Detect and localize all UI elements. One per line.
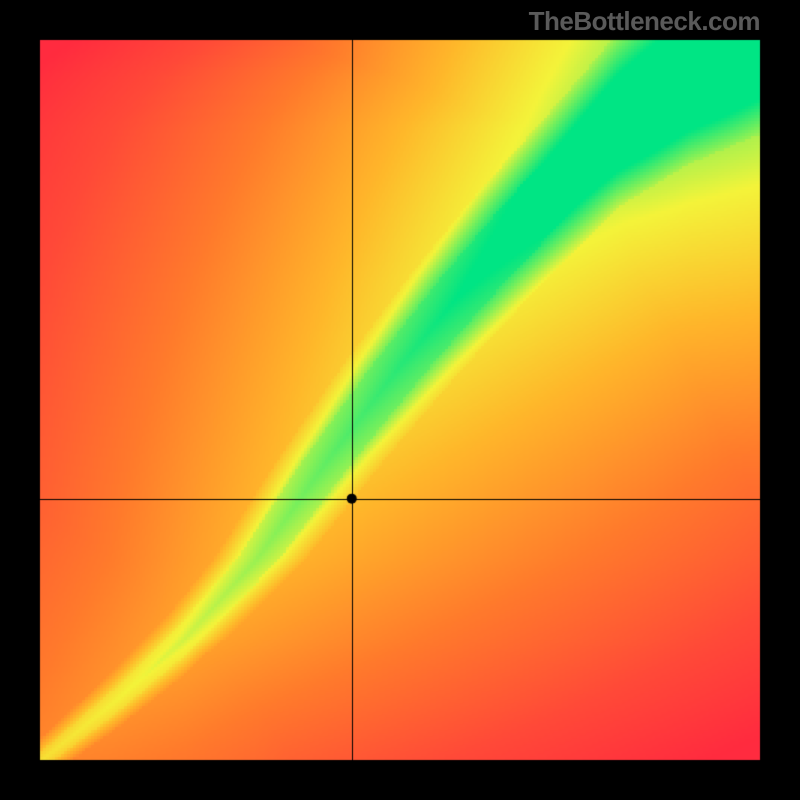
watermark-text: TheBottleneck.com [529, 6, 760, 37]
heatmap-canvas [0, 0, 800, 800]
chart-container: TheBottleneck.com [0, 0, 800, 800]
